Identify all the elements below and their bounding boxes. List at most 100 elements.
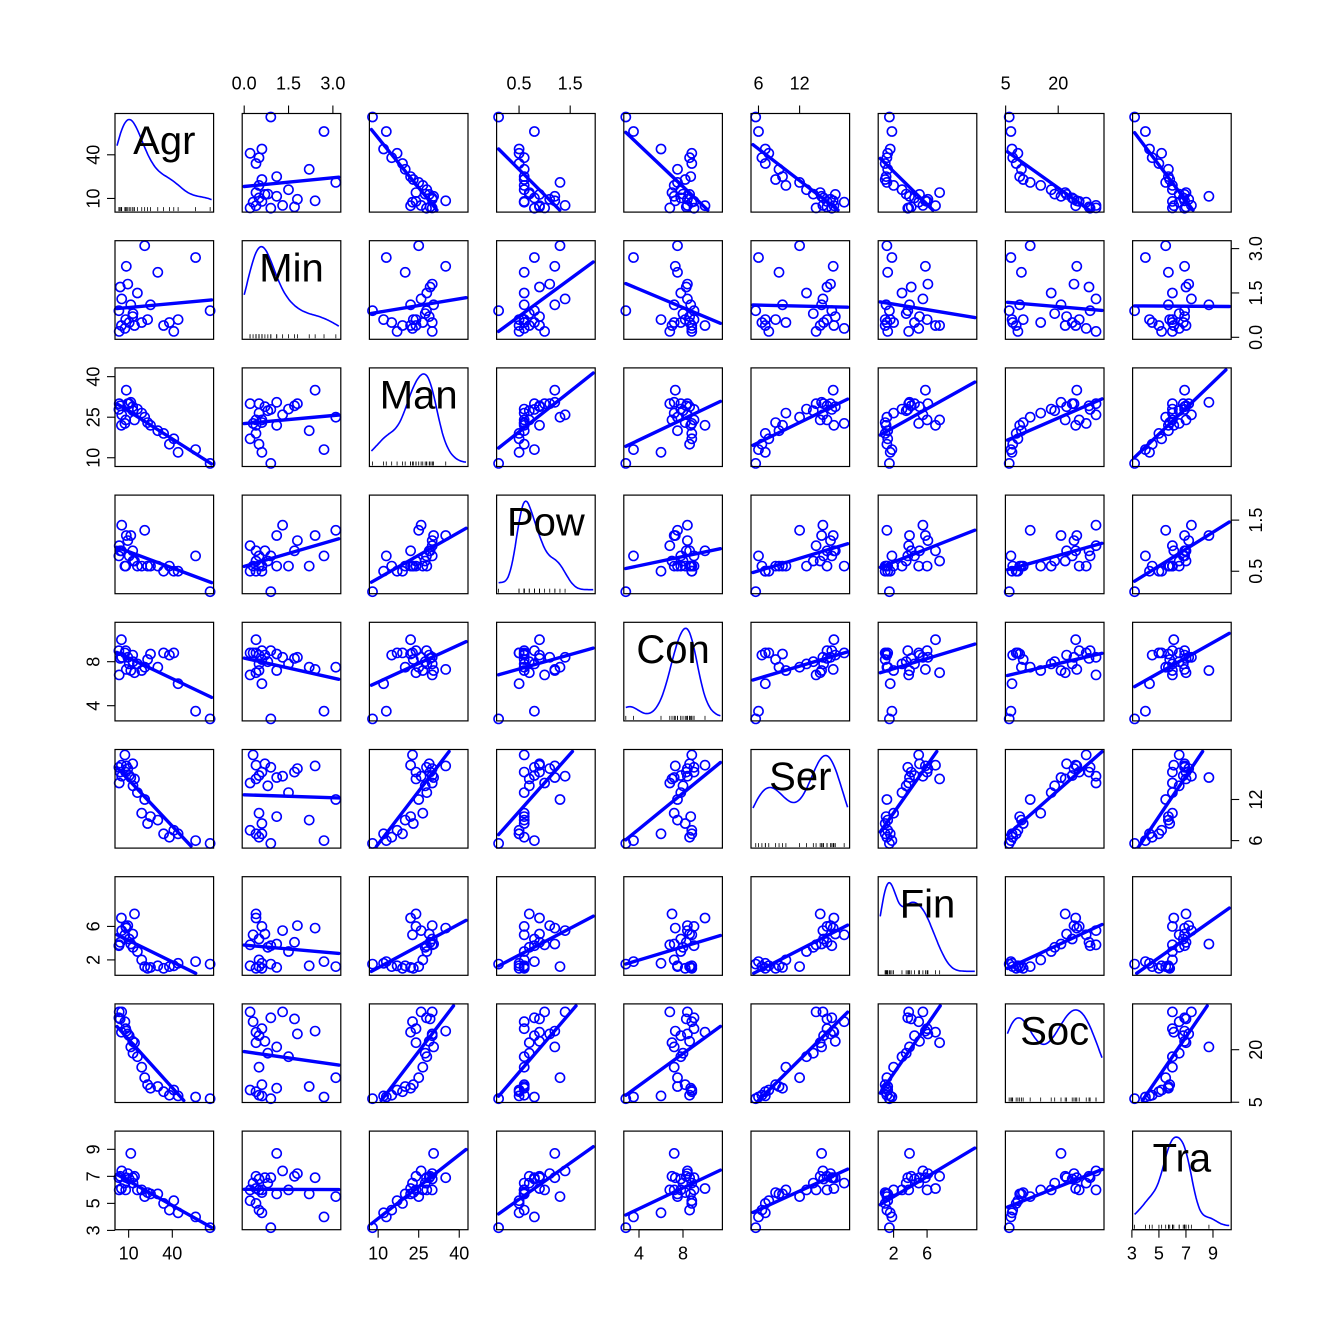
data-point [1090,409,1102,421]
panel-Con-Man [367,621,469,725]
data-point [664,540,676,552]
data-point [523,908,535,920]
panel-frame [368,621,469,722]
panel-Con-Con: Con [623,621,723,722]
panel-Soc-Soc: Soc [1004,1003,1105,1104]
data-point [172,828,184,840]
data-point [1073,921,1085,932]
data-point [884,586,895,598]
data-point [1180,414,1192,426]
data-point [668,1061,680,1073]
axis-Soc: 5 20 5 20 [1001,74,1266,1108]
data-point [884,1093,895,1105]
panel-frame [877,367,978,468]
data-point [794,961,805,972]
data-point [380,705,392,717]
data-point [1005,1211,1017,1223]
variable-name-Pow: Pow [507,501,585,545]
data-point [679,560,691,572]
panel-Man-Con [620,367,723,469]
data-point [828,320,840,331]
data-point [1061,188,1072,200]
tick-label: 3 [1127,1244,1137,1264]
tick-label: 1.5 [276,74,301,94]
data-point [119,1016,131,1028]
data-point [801,560,812,572]
data-point [136,317,148,328]
data-point [686,147,698,159]
panel-frame [1004,1130,1105,1231]
data-point [513,147,525,159]
variable-name-Min: Min [259,246,323,290]
tick-label: 12 [1246,789,1266,809]
data-point [917,1006,929,1018]
data-point [250,647,262,659]
variable-name-Con: Con [636,628,709,672]
data-point [1129,586,1140,598]
panel-Pow-Ser [750,494,851,598]
data-point [668,954,680,966]
data-point [142,818,153,829]
data-point [1140,705,1151,717]
regression-line [878,528,977,569]
data-point [539,325,550,337]
data-point [262,188,274,200]
data-point [1003,586,1015,598]
panel-frame [1131,876,1232,976]
data-point [518,266,530,278]
data-point [1066,317,1078,328]
data-point [271,962,283,973]
data-point [113,550,125,562]
data-point [922,535,934,546]
data-point [152,266,164,278]
data-point [405,545,416,557]
data-point [1016,266,1027,278]
data-point [904,1148,915,1159]
panel-frame [241,621,342,722]
data-point [881,411,893,423]
regression-line [115,650,214,700]
data-point [539,777,550,789]
data-point [1035,954,1047,966]
variable-name-Soc: Soc [1020,1009,1089,1053]
panel-frame [241,748,342,849]
tick-label: 6 [922,1244,932,1264]
data-point [529,1091,540,1103]
data-point [668,772,680,783]
regression-line [751,397,850,447]
data-point [204,713,216,725]
panel-frame [241,367,342,468]
regression-line [242,943,341,956]
data-point [753,550,764,562]
data-point [1080,322,1092,334]
data-point [759,678,771,690]
panel-frame [750,876,851,976]
data-point [190,1091,201,1103]
data-point [407,1016,418,1028]
data-point [682,293,693,305]
data-point [759,158,771,169]
data-point [367,713,378,725]
data-point [518,649,530,661]
data-point [518,929,530,941]
panel-Min-Pow [493,240,596,340]
panel-frame [496,494,596,595]
panel-frame [114,1003,215,1104]
data-point [1153,320,1165,331]
panel-Ser-Fin [877,748,978,849]
data-point [554,794,566,805]
data-point [1153,962,1165,974]
data-point [814,908,826,920]
data-point [1090,1184,1102,1196]
variable-name-Fin: Fin [900,882,956,926]
data-point [513,957,525,969]
panel-Man-Agr [113,367,216,469]
data-point [271,1082,283,1094]
data-point [780,407,792,419]
data-point [318,126,330,137]
data-point [415,293,427,305]
data-point [534,634,545,646]
density-curve-Tra [1134,1136,1230,1227]
data-point [882,433,894,445]
data-point [1061,758,1072,770]
